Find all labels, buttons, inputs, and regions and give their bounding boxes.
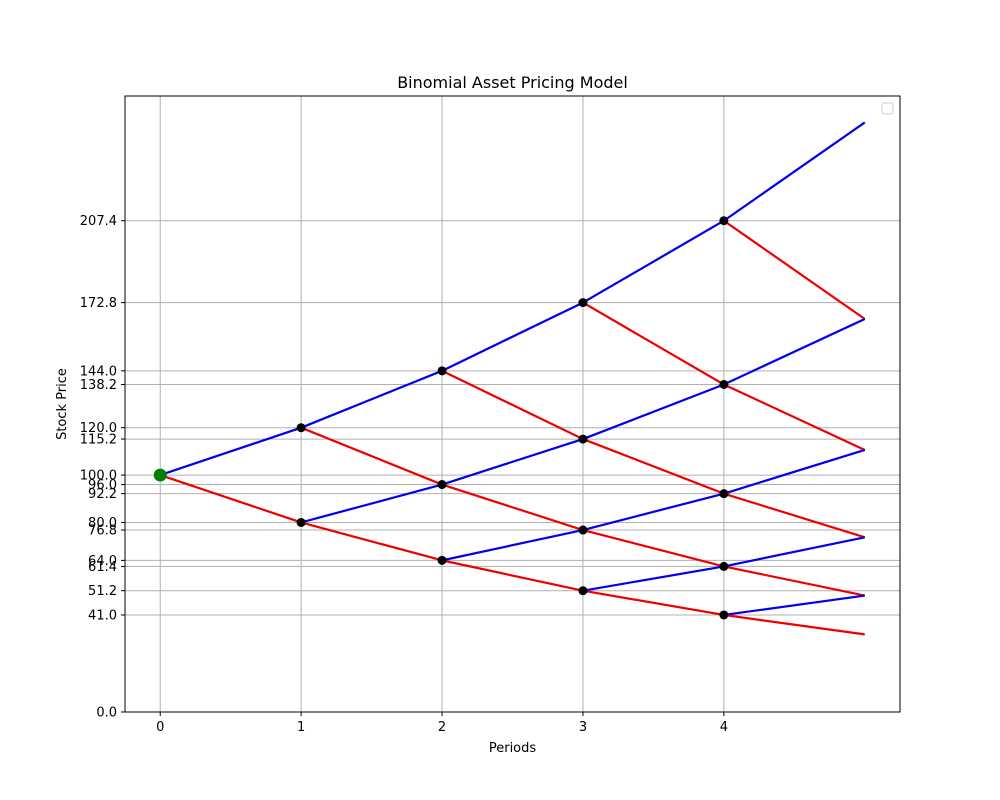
legend-box: [881, 102, 894, 115]
x-tick-label-0: 0: [156, 720, 164, 735]
down-edge-4-0: [723, 219, 866, 320]
down-edge-2-2: [441, 559, 584, 592]
up-edge-4-2: [723, 448, 866, 495]
down-edge-4-2: [723, 492, 866, 539]
y-tick-label-10: 115.2: [80, 433, 117, 448]
up-edge-0-0: [159, 426, 302, 477]
down-edge-3-1: [582, 438, 725, 495]
node-2-1: [437, 480, 447, 490]
y-tick-label-4: 64.0: [88, 554, 117, 569]
node-layer: [153, 216, 729, 620]
y-tick-label-5: 76.8: [88, 524, 117, 539]
y-tick-label-6: 80.0: [88, 516, 117, 531]
up-edge-2-0: [441, 301, 584, 372]
up-edge-1-0: [300, 369, 443, 429]
x-tick-label-1: 1: [297, 720, 305, 735]
node-3-0: [578, 298, 588, 308]
x-axis-label: Periods: [489, 741, 537, 756]
chart-title: Binomial Asset Pricing Model: [397, 73, 628, 92]
up-edge-3-1: [582, 383, 725, 441]
x-tick-label-3: 3: [579, 720, 587, 735]
down-edge-0-0: [159, 474, 302, 524]
node-4-4: [719, 610, 729, 620]
up-edge-2-2: [441, 528, 584, 562]
y-tick-label-11: 120.0: [80, 421, 117, 436]
y-tick-label-9: 100.0: [80, 469, 117, 484]
down-edge-4-3: [723, 565, 865, 597]
up-edge-3-3: [582, 565, 725, 592]
plot-frame: [124, 95, 901, 713]
down-edge-2-1: [441, 483, 584, 532]
node-3-2: [578, 525, 588, 535]
x-tick-label-4: 4: [720, 720, 728, 735]
y-tick-label-8: 96.0: [88, 478, 117, 493]
up-edge-4-1: [723, 317, 866, 386]
down-edge-1-0: [300, 426, 443, 486]
x-tick-label-2: 2: [438, 720, 446, 735]
tick-layer: 0 1 2 3 4 0.0 41.0 51.2 61.464.0 76.880.0 92.296.0…: [80, 214, 728, 735]
node-2-0: [437, 366, 447, 376]
initial-price-node: [153, 468, 167, 482]
down-edge-1-1: [300, 521, 443, 562]
y-tick-label-1: 41.0: [88, 608, 117, 623]
y-tick-label-2: 51.2: [88, 584, 117, 599]
node-3-1: [578, 434, 588, 444]
up-edge-3-2: [582, 492, 725, 532]
up-edge-1-1: [300, 483, 443, 524]
up-edge-4-0: [723, 121, 866, 222]
node-4-1: [719, 379, 729, 389]
y-tick-label-14: 172.8: [80, 296, 117, 311]
up-edge-2-1: [441, 438, 584, 486]
down-edge-2-0: [441, 369, 584, 441]
y-axis-label: Stock Price: [55, 368, 70, 440]
edge-layer: [159, 121, 866, 636]
up-edge-4-3: [723, 536, 865, 568]
y-tick-label-13: 144.0: [80, 364, 117, 379]
node-4-2: [719, 489, 729, 499]
node-1-1: [296, 517, 306, 527]
y-tick-label-12: 138.2: [80, 378, 117, 393]
down-edge-4-4: [723, 613, 865, 636]
node-4-0: [719, 216, 729, 226]
node-2-2: [437, 555, 447, 565]
y-tick-label-0: 0.0: [96, 706, 117, 721]
down-edge-3-0: [582, 301, 725, 386]
y-tick-label-3: 61.4: [88, 560, 117, 575]
y-tick-label-7: 92.2: [88, 487, 117, 502]
node-4-3: [719, 561, 729, 571]
node-1-0: [296, 423, 306, 433]
y-tick-label-15: 207.4: [80, 214, 117, 229]
down-edge-4-1: [723, 383, 866, 451]
down-edge-3-3: [582, 589, 725, 617]
node-3-3: [578, 586, 588, 596]
up-edge-3-0: [582, 219, 725, 304]
down-edge-3-2: [582, 528, 725, 568]
up-edge-4-4: [723, 594, 865, 617]
